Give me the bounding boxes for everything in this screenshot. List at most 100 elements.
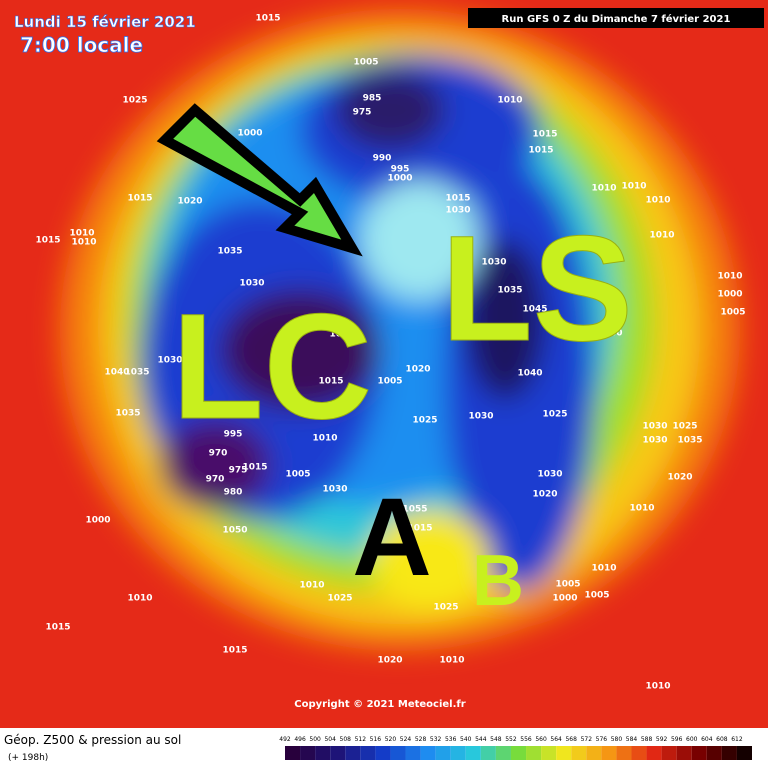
pressure-label: 1010 bbox=[629, 504, 654, 514]
pressure-label: 970 bbox=[209, 449, 228, 459]
scale-swatch bbox=[405, 746, 421, 760]
pressure-label: 1010 bbox=[717, 272, 742, 282]
scale-label: 544 bbox=[475, 736, 487, 743]
pressure-label: 1015 bbox=[35, 236, 60, 246]
scale-label: 504 bbox=[324, 736, 336, 743]
scale-label: 492 bbox=[279, 736, 291, 743]
scale-swatch bbox=[315, 746, 331, 760]
scale-label: 564 bbox=[550, 736, 562, 743]
pressure-label: 1005 bbox=[584, 591, 609, 601]
scale-swatch bbox=[601, 746, 617, 760]
pressure-label: 1005 bbox=[285, 470, 310, 480]
pressure-label: 1035 bbox=[217, 247, 242, 257]
scale-label: 520 bbox=[385, 736, 397, 743]
scale-swatch bbox=[435, 746, 451, 760]
scale-swatch bbox=[556, 746, 572, 760]
pressure-label: 1020 bbox=[532, 490, 557, 500]
pressure-label: 1010 bbox=[127, 594, 152, 604]
scale-label: 496 bbox=[294, 736, 306, 743]
scale-label: 580 bbox=[611, 736, 623, 743]
pressure-label: 1015 bbox=[255, 14, 280, 24]
pressure-label: 1050 bbox=[597, 329, 622, 339]
pressure-label: 975 bbox=[229, 466, 248, 476]
scale-swatch bbox=[390, 746, 406, 760]
pressure-label: 1005 bbox=[377, 377, 402, 387]
scale-label: 596 bbox=[671, 736, 683, 743]
scale-label: 568 bbox=[565, 736, 577, 743]
scale-swatch bbox=[526, 746, 542, 760]
pressure-label: 1025 bbox=[122, 96, 147, 106]
pressure-label: 980 bbox=[224, 488, 243, 498]
run-box bbox=[468, 8, 764, 28]
pressure-label: 1040 bbox=[517, 369, 542, 379]
pressure-label: 1045 bbox=[522, 305, 547, 315]
scale-label: 528 bbox=[415, 736, 427, 743]
scale-label: 584 bbox=[626, 736, 638, 743]
pressure-label: 1000 bbox=[717, 290, 742, 300]
scale-swatch bbox=[616, 746, 632, 760]
scale-swatch bbox=[541, 746, 557, 760]
scale-swatch bbox=[631, 746, 647, 760]
pressure-label: 1010 bbox=[299, 581, 324, 591]
pressure-label: 1020 bbox=[667, 473, 692, 483]
pressure-label: 1015 bbox=[532, 130, 557, 140]
scale-swatch bbox=[480, 746, 496, 760]
map-field bbox=[0, 0, 768, 728]
pressure-label: 1005 bbox=[329, 330, 354, 340]
pressure-label: 985 bbox=[363, 94, 382, 104]
scale-label: 560 bbox=[535, 736, 547, 743]
scale-swatch bbox=[676, 746, 692, 760]
annotation: LS bbox=[441, 204, 633, 372]
pressure-label: 1005 bbox=[720, 308, 745, 318]
scale-swatch bbox=[345, 746, 361, 760]
scale-swatch bbox=[375, 746, 391, 760]
pressure-label: 1025 bbox=[542, 410, 567, 420]
scale-label: 612 bbox=[731, 736, 743, 743]
scale-swatch bbox=[300, 746, 316, 760]
pressure-label: 1000 bbox=[85, 516, 110, 526]
pressure-label: 1030 bbox=[642, 436, 667, 446]
scale-swatch bbox=[736, 746, 752, 760]
annotation: B bbox=[472, 541, 524, 621]
scale-label: 512 bbox=[355, 736, 367, 743]
pressure-label: 1025 bbox=[412, 416, 437, 426]
scale-swatch bbox=[646, 746, 662, 760]
run-info: Run GFS 0 Z du Dimanche 7 février 2021 bbox=[502, 13, 731, 25]
scale-label: 524 bbox=[400, 736, 412, 743]
scale-swatch bbox=[495, 746, 511, 760]
pressure-label: 1000 bbox=[387, 174, 412, 184]
pressure-label: 1015 bbox=[222, 646, 247, 656]
annotation: A bbox=[352, 476, 431, 599]
pressure-labels: 1015102510059859751010100099099510001015… bbox=[35, 14, 745, 692]
copyright: Copyright © 2021 Meteociel.fr bbox=[294, 699, 465, 710]
pressure-label: 1010 bbox=[71, 238, 96, 248]
scale-label: 536 bbox=[445, 736, 457, 743]
pressure-label: 995 bbox=[391, 165, 410, 175]
scale-swatch bbox=[360, 746, 376, 760]
scale-label: 540 bbox=[460, 736, 472, 743]
pressure-label: 970 bbox=[206, 475, 225, 485]
scale-label: 576 bbox=[596, 736, 608, 743]
pressure-label: 1030 bbox=[239, 279, 264, 289]
scale-label: 508 bbox=[340, 736, 352, 743]
pressure-label: 1030 bbox=[322, 485, 347, 495]
color-scale: 492 496 500 504 508 512 516 520 524 528 532 536 540 5… bbox=[279, 736, 752, 760]
scale-swatch bbox=[450, 746, 466, 760]
pressure-label: 1030 bbox=[445, 206, 470, 216]
pressure-label: 1015 bbox=[445, 194, 470, 204]
pressure-label: 1020 bbox=[405, 365, 430, 375]
pressure-label: 1015 bbox=[45, 623, 70, 633]
pressure-label: 1020 bbox=[177, 197, 202, 207]
scale-label: 600 bbox=[686, 736, 698, 743]
scale-label: 572 bbox=[581, 736, 593, 743]
pressure-label: 1030 bbox=[537, 470, 562, 480]
legend-lead: (+ 198h) bbox=[8, 753, 48, 763]
pressure-label: 1025 bbox=[327, 594, 352, 604]
scale-swatch bbox=[510, 746, 527, 760]
pressure-label: 1015 bbox=[127, 194, 152, 204]
pressure-label: 1030 bbox=[468, 412, 493, 422]
pressure-label: 995 bbox=[224, 430, 243, 440]
pressure-label: 1010 bbox=[591, 564, 616, 574]
pressure-label: 1035 bbox=[497, 286, 522, 296]
